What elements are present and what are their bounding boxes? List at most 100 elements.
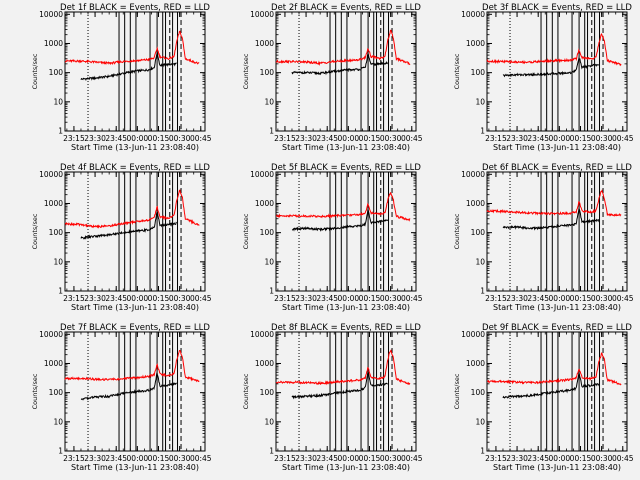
chart-title: Det 3f BLACK = Events, RED = LLD [482,3,632,13]
series-line-lld [64,30,200,66]
x-tick-label: 00:45 [190,134,212,143]
y-tick-label: 1000 [255,39,274,48]
x-tick-label: 23:45 [527,454,549,463]
y-tick-label: 10 [264,257,274,266]
chart-title: Det 8f BLACK = Events, RED = LLD [271,323,421,333]
y-axis-label: Counts/sec [31,373,39,409]
x-tick-label: 23:45 [316,454,338,463]
series-line-events [502,56,600,78]
y-tick-label: 1 [58,287,63,296]
x-tick-label: 23:30 [84,134,106,143]
x-tick-label: 00:15 [359,134,381,143]
x-tick-label: 23:45 [316,134,338,143]
plot-frame [486,171,628,292]
series-line-events [80,211,177,240]
x-tick-label: 00:00 [127,134,149,143]
x-tick-label: 00:30 [169,134,191,143]
y-tick-label: 100 [49,388,64,397]
x-tick-label: 00:45 [612,454,634,463]
chart-panel-9f: Det 9f BLACK = Events, RED = LLD 1 10 100 10… [453,323,634,472]
x-tick-label: 23:30 [295,454,317,463]
y-tick-label: 10000 [250,330,274,339]
y-tick-label: 10000 [461,170,485,179]
x-tick-label: 23:30 [295,294,317,303]
x-axis-label: Start Time (13-Jun-11 23:08:40) [282,303,410,312]
y-axis-label: Counts/sec [453,373,461,409]
plot-frame [486,331,628,452]
x-tick-label: 00:15 [570,134,592,143]
plot-frame [486,11,628,132]
x-tick-label: 23:30 [506,294,528,303]
chart-title: Det 7f BLACK = Events, RED = LLD [60,323,210,333]
x-tick-label: 00:30 [380,294,402,303]
x-tick-label: 23:30 [295,134,317,143]
plot-frame [275,11,417,132]
y-tick-label: 10000 [39,170,63,179]
y-tick-label: 1 [269,287,274,296]
y-tick-label: 1000 [466,39,485,48]
plot-frame [64,331,206,452]
series-line-events [291,369,388,400]
x-tick-label: 23:45 [527,134,549,143]
x-tick-label: 00:00 [338,134,360,143]
x-tick-label: 00:45 [190,294,212,303]
y-tick-label: 1 [480,287,485,296]
y-tick-label: 10 [53,97,63,106]
y-tick-label: 10000 [250,10,274,19]
y-tick-label: 1 [480,127,485,136]
x-axis-label: Start Time (13-Jun-11 23:08:40) [493,303,621,312]
chart-title: Det 1f BLACK = Events, RED = LLD [60,3,210,13]
y-tick-label: 10 [53,417,63,426]
x-tick-label: 00:15 [570,454,592,463]
y-tick-label: 10 [475,257,485,266]
y-axis-label: Counts/sec [31,213,39,249]
y-tick-label: 10 [53,257,63,266]
x-tick-label: 00:45 [612,294,634,303]
x-tick-label: 00:15 [148,294,170,303]
y-tick-label: 10000 [461,10,485,19]
x-tick-label: 00:30 [591,134,613,143]
chart-title: Det 9f BLACK = Events, RED = LLD [482,323,632,333]
y-axis-label: Counts/sec [242,373,250,409]
plot-frame [275,171,417,292]
chart-panel-4f: Det 4f BLACK = Events, RED = LLD 1 10 100 10… [31,163,212,312]
y-tick-label: 1000 [44,39,63,48]
series-line-lld [275,349,411,386]
x-tick-label: 00:45 [612,134,634,143]
x-axis-label: Start Time (13-Jun-11 23:08:40) [282,463,410,472]
x-tick-label: 23:15 [274,454,296,463]
series-line-events [80,372,177,401]
x-tick-label: 23:15 [485,294,507,303]
x-axis-label: Start Time (13-Jun-11 23:08:40) [71,143,199,152]
x-tick-label: 00:00 [127,454,149,463]
y-tick-label: 100 [260,388,275,397]
x-axis-label: Start Time (13-Jun-11 23:08:40) [493,143,621,152]
y-axis-label: Counts/sec [31,53,39,89]
y-tick-label: 100 [471,68,486,77]
x-tick-label: 23:15 [485,454,507,463]
y-tick-label: 10000 [39,10,63,19]
y-tick-label: 1000 [466,199,485,208]
x-tick-label: 23:15 [485,134,507,143]
y-axis-label: Counts/sec [242,213,250,249]
x-tick-label: 00:00 [549,454,571,463]
chart-panel-3f: Det 3f BLACK = Events, RED = LLD 1 10 100 10… [453,3,634,152]
y-tick-label: 100 [49,228,64,237]
plot-frame [64,11,206,132]
series-line-lld [486,33,622,67]
y-tick-label: 10000 [39,330,63,339]
x-tick-label: 23:30 [84,294,106,303]
y-tick-label: 100 [471,228,486,237]
x-tick-label: 00:45 [190,454,212,463]
y-tick-label: 1000 [44,359,63,368]
y-tick-label: 1 [480,447,485,456]
chart-title: Det 2f BLACK = Events, RED = LLD [271,3,421,13]
x-tick-label: 23:30 [84,454,106,463]
x-axis-label: Start Time (13-Jun-11 23:08:40) [71,463,199,472]
y-tick-label: 1 [269,127,274,136]
x-tick-label: 00:45 [401,454,423,463]
y-tick-label: 100 [260,68,275,77]
y-tick-label: 10000 [461,330,485,339]
x-tick-label: 23:15 [63,294,85,303]
